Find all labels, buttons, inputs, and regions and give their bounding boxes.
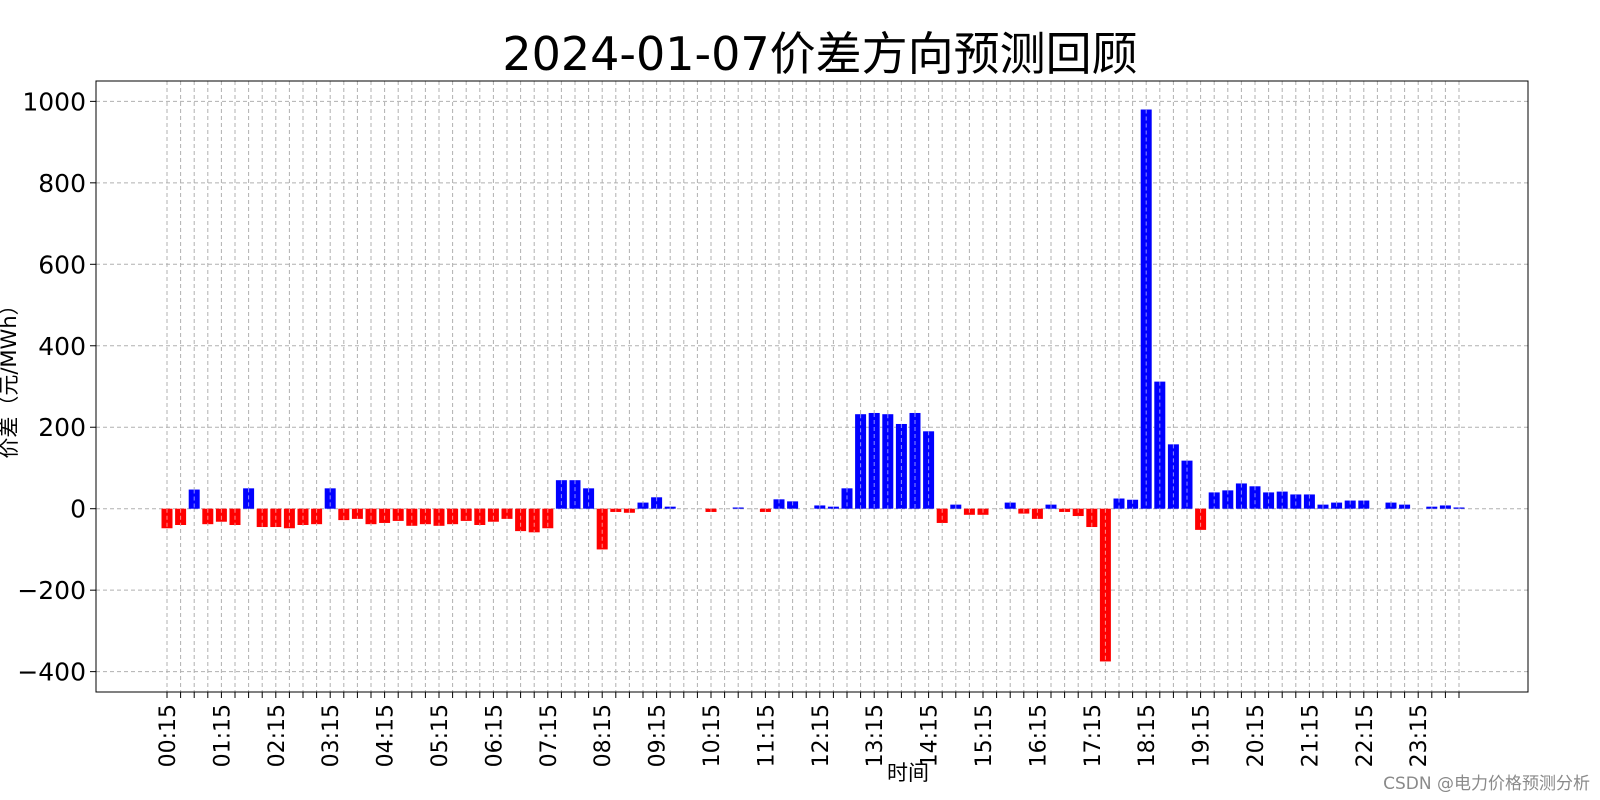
y-tick-label: −400 [17,658,86,687]
bar [1113,498,1125,509]
x-tick-label: 19:15 [1190,704,1215,767]
bar [773,499,785,509]
bar [596,508,608,550]
y-tick-label: 1000 [22,87,86,116]
y-tick-label: 800 [38,169,86,198]
x-tick-label: 15:15 [972,704,997,767]
x-tick-label: 09:15 [646,704,671,767]
bar [528,508,540,533]
bar [501,508,513,519]
bar [651,497,663,509]
bar [868,412,880,509]
y-tick-label: 200 [38,413,86,442]
bar [1127,499,1139,509]
bar [882,414,894,509]
x-tick-label: 14:15 [918,704,943,767]
plot-frame [95,80,1529,693]
y-tick-label: 400 [38,332,86,361]
x-tick-label: 23:15 [1407,704,1432,767]
x-tick-label: 20:15 [1244,704,1269,767]
x-tick-label: 13:15 [863,704,888,767]
bar [909,412,921,509]
x-tick-label: 02:15 [265,704,290,767]
bar [1344,500,1356,509]
bar [487,508,499,522]
bar [515,508,527,532]
x-tick-label: 01:15 [210,704,235,767]
x-tick-label: 07:15 [537,704,562,767]
bar [1235,483,1247,509]
bar [855,414,867,509]
x-tick-label: 11:15 [754,704,779,767]
x-tick-label: 17:15 [1081,704,1106,767]
x-tick-label: 16:15 [1026,704,1051,767]
x-tick-label: 12:15 [809,704,834,767]
chart-title: 2024-01-07价差方向预测回顾 [502,27,1138,81]
watermark: CSDN @电力价格预测分析 [1383,774,1590,794]
bar [338,508,350,521]
bar [1249,486,1261,509]
bar [1099,508,1111,662]
bar [1031,508,1043,519]
x-tick-label: 18:15 [1135,704,1160,767]
bar [392,508,404,521]
y-tick-label: 0 [70,495,86,524]
x-tick-label: 05:15 [428,704,453,767]
x-tick-label: 22:15 [1353,704,1378,767]
x-tick-label: 08:15 [591,704,616,767]
bar [460,508,472,521]
x-axis-label: 时间 [887,761,929,785]
bar [215,508,227,522]
y-tick-label: −200 [17,576,86,605]
x-tick-label: 00:15 [156,704,181,767]
y-axis-label: 价差（元/MWh） [0,294,21,458]
x-tick-label: 10:15 [700,704,725,767]
x-tick-label: 03:15 [319,704,344,767]
bar [1358,500,1370,509]
x-tick-label: 21:15 [1298,704,1323,767]
bar [351,508,363,519]
bar [1167,444,1179,509]
y-tick-label: 600 [38,250,86,279]
x-tick-label: 04:15 [374,704,399,767]
x-tick-label: 06:15 [482,704,507,767]
